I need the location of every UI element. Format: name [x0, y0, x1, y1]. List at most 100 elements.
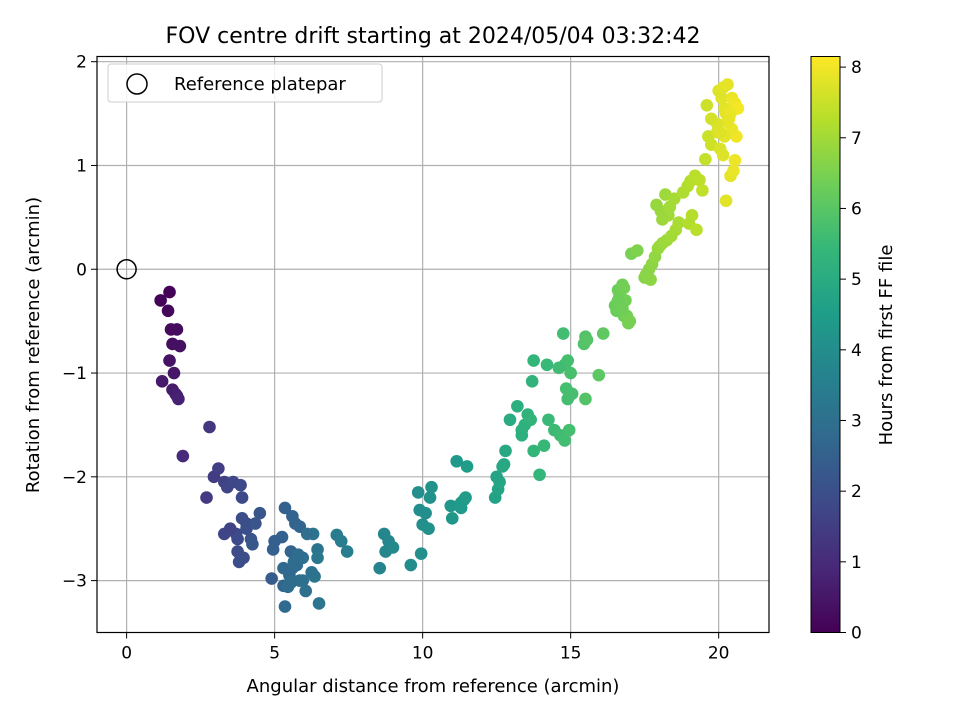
legend: Reference platepar — [107, 63, 383, 103]
data-point — [721, 115, 734, 129]
colorbar-label: Hours from first FF file — [876, 245, 897, 446]
data-point — [311, 551, 324, 565]
data-point — [413, 503, 426, 517]
data-point — [235, 491, 249, 504]
data-point — [716, 148, 730, 162]
data-point — [499, 444, 512, 458]
data-point — [527, 354, 540, 367]
data-point — [246, 537, 259, 551]
data-point — [525, 375, 539, 388]
data-point — [299, 584, 313, 598]
data-point — [556, 327, 570, 340]
x-tick-label: 20 — [708, 644, 730, 664]
data-point — [445, 512, 459, 525]
data-point — [444, 499, 458, 513]
data-point — [503, 413, 517, 427]
chart-title: FOV centre drift starting at 2024/05/04 … — [166, 24, 701, 49]
y-tick-label: 0 — [76, 260, 87, 280]
data-point — [334, 534, 348, 548]
data-point — [592, 368, 606, 382]
colorbar-tick-label: 4 — [851, 341, 862, 361]
data-point — [170, 323, 184, 336]
data-point — [312, 597, 326, 610]
data-point — [422, 522, 435, 536]
data-point — [617, 281, 631, 295]
legend-entry-reference: Reference platepar — [174, 74, 346, 95]
data-point — [559, 382, 573, 395]
data-point — [690, 223, 703, 237]
data-point — [490, 470, 503, 484]
data-point — [172, 392, 185, 406]
data-point — [497, 458, 511, 471]
y-axis-ticks: −3 −2 −1 0 1 2 — [62, 53, 97, 592]
data-point — [212, 462, 225, 475]
colorbar-tick-label: 2 — [851, 482, 862, 502]
data-point — [278, 501, 292, 515]
data-point — [693, 173, 706, 187]
data-point — [386, 541, 400, 554]
data-point — [265, 572, 278, 585]
data-point — [300, 527, 314, 541]
data-point — [558, 434, 572, 447]
data-point — [540, 358, 554, 372]
data-point — [277, 561, 290, 575]
data-point — [699, 152, 712, 166]
data-point — [287, 555, 301, 569]
plot-frame — [96, 55, 770, 634]
data-point — [596, 327, 610, 340]
x-axis-label: Angular distance from reference (arcmin) — [247, 676, 620, 697]
colorbar-tick-label: 7 — [851, 129, 862, 149]
reference-platepar-marker — [116, 259, 137, 280]
data-point — [630, 244, 644, 257]
data-point — [727, 164, 740, 177]
data-point — [537, 439, 551, 452]
data-point — [580, 333, 594, 347]
legend-box — [107, 63, 383, 103]
data-point — [623, 314, 637, 328]
data-point — [249, 517, 262, 530]
data-point — [650, 198, 663, 212]
y-tick-label: −2 — [62, 468, 87, 488]
legend-reference-marker — [126, 73, 148, 95]
data-point — [450, 454, 463, 468]
colorbar-tick-label: 1 — [851, 553, 862, 573]
data-point — [667, 192, 681, 205]
data-point — [728, 153, 742, 167]
data-point — [425, 480, 438, 494]
data-point — [163, 285, 176, 299]
colorbar-tick-label: 3 — [851, 411, 862, 431]
colorbar-tick-label: 0 — [851, 624, 862, 644]
y-tick-label: 1 — [76, 156, 87, 176]
data-point — [217, 527, 231, 541]
data-point — [672, 216, 686, 229]
y-tick-label: 2 — [76, 53, 87, 73]
data-point — [411, 486, 425, 499]
data-point — [266, 543, 280, 556]
y-tick-label: −1 — [62, 364, 87, 384]
data-point — [231, 545, 244, 558]
data-point — [404, 558, 418, 572]
data-point — [235, 512, 249, 525]
grid-lines — [97, 56, 769, 633]
data-point — [704, 112, 718, 126]
colorbar-tick-label: 5 — [851, 270, 862, 290]
data-point — [721, 78, 734, 91]
colorbar — [810, 56, 841, 633]
data-point — [579, 392, 592, 406]
data-point — [459, 491, 472, 504]
data-point — [639, 268, 653, 281]
data-point — [696, 184, 709, 197]
data-point — [308, 570, 321, 583]
data-point — [524, 413, 537, 427]
data-point — [533, 468, 546, 482]
colorbar-tick-label: 8 — [851, 58, 862, 78]
data-point — [719, 194, 733, 208]
data-point — [203, 420, 216, 434]
x-tick-label: 5 — [269, 644, 280, 664]
y-tick-label: −3 — [62, 572, 87, 592]
data-point — [234, 478, 247, 492]
data-point — [231, 532, 244, 546]
data-point — [564, 366, 577, 380]
